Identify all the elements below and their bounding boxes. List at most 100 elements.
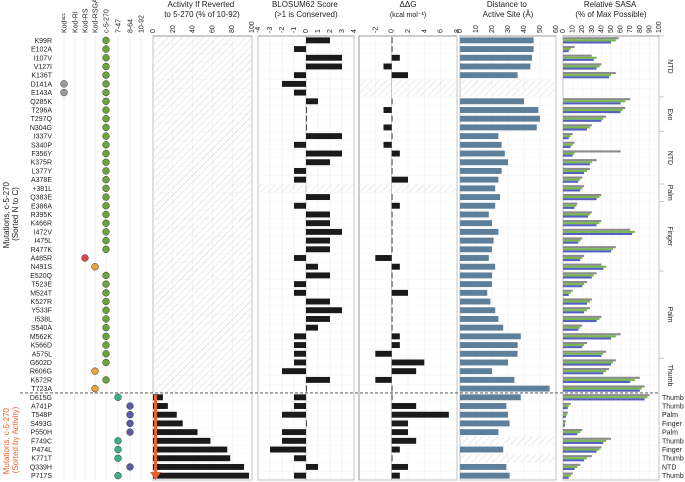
lineage-mark-green	[102, 184, 110, 193]
distance-tick-label: 60	[553, 25, 560, 33]
ddg-missing-row	[360, 88, 456, 97]
lineage-mark-green	[102, 193, 110, 201]
distance-bar	[460, 403, 507, 409]
distance-bar	[460, 246, 492, 253]
lineage-mark-green	[102, 62, 110, 71]
distance-bar	[460, 342, 518, 349]
lineage-mark-green	[102, 158, 110, 166]
ddg-bar	[391, 298, 393, 305]
ddg-bar	[391, 72, 408, 79]
mutation-label: E386A	[31, 203, 52, 210]
ddg-bar	[391, 472, 400, 479]
blosum-bar	[294, 359, 306, 366]
sasa-bar	[563, 437, 611, 440]
sasa-bar	[563, 361, 613, 364]
sasa-bar	[563, 178, 581, 181]
sasa-bar	[563, 407, 568, 410]
ddg-tick-label: -2	[372, 27, 379, 33]
sasa-bar	[563, 450, 597, 453]
distance-bar	[460, 263, 496, 270]
sasa-bar	[563, 446, 602, 449]
lineage-mark-green	[102, 332, 110, 341]
lineage-mark-green	[102, 341, 110, 349]
sasa-bar	[563, 448, 600, 451]
ddg-bar	[383, 124, 392, 131]
lineage-mark-green	[102, 149, 110, 158]
mutation-label: K136T	[31, 73, 52, 80]
sasa-bar	[563, 472, 573, 475]
lineage-mark-green	[102, 202, 110, 210]
distance-bar	[460, 429, 499, 436]
activity-bar	[153, 411, 177, 418]
lineage-mark-gray	[60, 88, 68, 97]
activity-bar	[153, 429, 198, 436]
sasa-bar	[563, 222, 600, 225]
sasa-bar	[563, 350, 607, 353]
ddg-bar	[391, 289, 408, 296]
distance-bar	[460, 167, 502, 174]
ddg-bar	[391, 281, 393, 288]
distance-bar	[460, 54, 532, 61]
mutation-label: N304G	[30, 125, 52, 132]
sasa-bar	[563, 39, 616, 42]
sasa-bar	[563, 337, 611, 340]
lineage-column-label: 10-92	[139, 15, 146, 33]
blosum-tick-label: 2	[327, 29, 334, 33]
activity-bar	[153, 420, 183, 427]
mutation-label: K99R	[34, 38, 52, 45]
ddg-missing-row	[360, 184, 456, 193]
lineage-mark-purple	[126, 402, 134, 410]
distance-bar	[460, 194, 500, 201]
lineage-mark-green	[102, 289, 110, 297]
domain-label: Palm	[666, 185, 673, 201]
sasa-bar	[563, 298, 592, 301]
activity-tick-label: 60	[209, 25, 216, 33]
distance-bar	[460, 237, 494, 244]
lineage-column-label: 7-47	[116, 19, 123, 33]
ddg-bar	[391, 342, 400, 349]
ddg-bar	[383, 141, 392, 148]
sasa-bar	[563, 335, 616, 338]
sasa-bar	[563, 431, 581, 434]
mutation-label: P717S	[31, 473, 52, 480]
sasa-bar	[563, 98, 631, 101]
blosum-bar	[282, 429, 306, 436]
blosum-bar	[306, 98, 318, 105]
activity-arrow-head	[150, 472, 161, 480]
mutation-label: Q339H	[30, 464, 52, 471]
lineage-mark-green	[102, 123, 110, 132]
sasa-bar	[563, 422, 565, 425]
mutation-label: E102A	[31, 47, 52, 54]
sasa-bar	[563, 215, 588, 218]
activity-tick-label: 100	[249, 21, 256, 33]
blosum-bar	[306, 63, 342, 70]
mutation-label: K566D	[31, 343, 52, 350]
lineage-column-label: Kod-RSGA	[93, 0, 100, 33]
mutation-label: Q285K	[30, 99, 52, 106]
sasa-bar	[563, 324, 583, 327]
sasa-tick-label: 70	[627, 25, 634, 33]
sasa-bar	[563, 289, 573, 292]
sasa-bar	[563, 67, 597, 70]
sasa-bar	[563, 102, 621, 105]
sasa-bar	[563, 267, 604, 270]
sasa-bar	[563, 137, 569, 140]
ddg-bar	[391, 333, 400, 340]
distance-bar	[460, 411, 508, 418]
sasa-bar	[563, 402, 571, 405]
activity-panel-title: Activity If Reverted to 5-270 (% of 10-9…	[164, 0, 240, 19]
distance-bar	[460, 220, 492, 227]
blosum-bar	[306, 237, 330, 244]
sasa-bar	[563, 48, 571, 51]
sasa-bar	[563, 108, 623, 112]
sasa-bar	[563, 65, 600, 68]
sasa-bar	[563, 359, 616, 362]
sasa-bar	[563, 232, 633, 236]
lineage-mark-purple	[126, 463, 134, 471]
blosum-bar	[306, 159, 330, 166]
ddg-bar	[375, 255, 392, 261]
sasa-bar	[563, 154, 573, 157]
sasa-bar	[563, 163, 590, 166]
mutation-label: T296A	[31, 108, 52, 115]
sasa-bar	[563, 428, 583, 432]
